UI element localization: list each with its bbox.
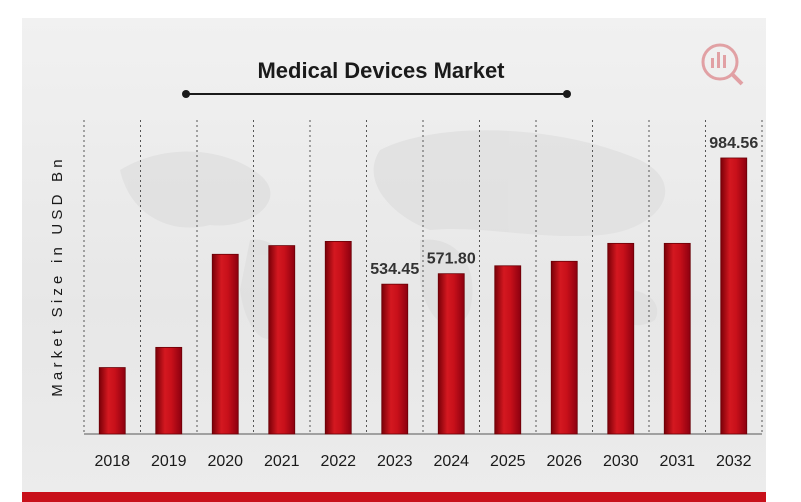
right-margin bbox=[784, 0, 801, 502]
x-tick-label: 2032 bbox=[716, 453, 752, 470]
bottom-accent-bar bbox=[22, 492, 766, 502]
x-tick-label: 2025 bbox=[490, 453, 526, 470]
x-tick-label: 2020 bbox=[207, 453, 243, 470]
x-tick-label: 2023 bbox=[377, 453, 413, 470]
x-tick-label: 2031 bbox=[659, 453, 695, 470]
x-tick-label: 2026 bbox=[546, 453, 582, 470]
bar-2031 bbox=[663, 242, 691, 435]
x-tick-labels-group: 2018 2019 2020 2021 2022 2023 2024 2025 2026 2030… bbox=[94, 453, 751, 470]
bar-2020 bbox=[211, 253, 239, 435]
bar-2025 bbox=[494, 265, 522, 435]
bar-2024 bbox=[437, 273, 465, 435]
bar-2023 bbox=[381, 283, 409, 435]
bar-2030 bbox=[607, 242, 635, 435]
x-tick-label: 2022 bbox=[320, 453, 356, 470]
bar-2026 bbox=[550, 260, 578, 435]
chart-title: Medical Devices Market bbox=[257, 58, 505, 83]
x-tick-label: 2018 bbox=[94, 453, 130, 470]
x-tick-label: 2024 bbox=[433, 453, 469, 470]
bar-2021 bbox=[268, 245, 296, 435]
category-separators bbox=[83, 120, 763, 434]
bars-group bbox=[98, 157, 748, 435]
bar-2018 bbox=[98, 367, 126, 435]
data-label: 984.56 bbox=[709, 135, 758, 152]
bar-2022 bbox=[324, 240, 352, 435]
bar-2032 bbox=[720, 157, 748, 435]
bar-2019 bbox=[155, 346, 183, 435]
title-underline-right-dot bbox=[563, 90, 571, 98]
x-tick-label: 2021 bbox=[264, 453, 300, 470]
x-tick-label: 2030 bbox=[603, 453, 639, 470]
title-underline-left-dot bbox=[182, 90, 190, 98]
y-axis-label: Market Size in USD Bn bbox=[49, 155, 66, 397]
data-label: 571.80 bbox=[427, 251, 476, 268]
data-label: 534.45 bbox=[370, 261, 419, 278]
data-labels-group: 534.45 571.80 984.56 bbox=[370, 135, 758, 278]
brand-logo-watermark bbox=[701, 43, 744, 86]
x-tick-label: 2019 bbox=[151, 453, 187, 470]
